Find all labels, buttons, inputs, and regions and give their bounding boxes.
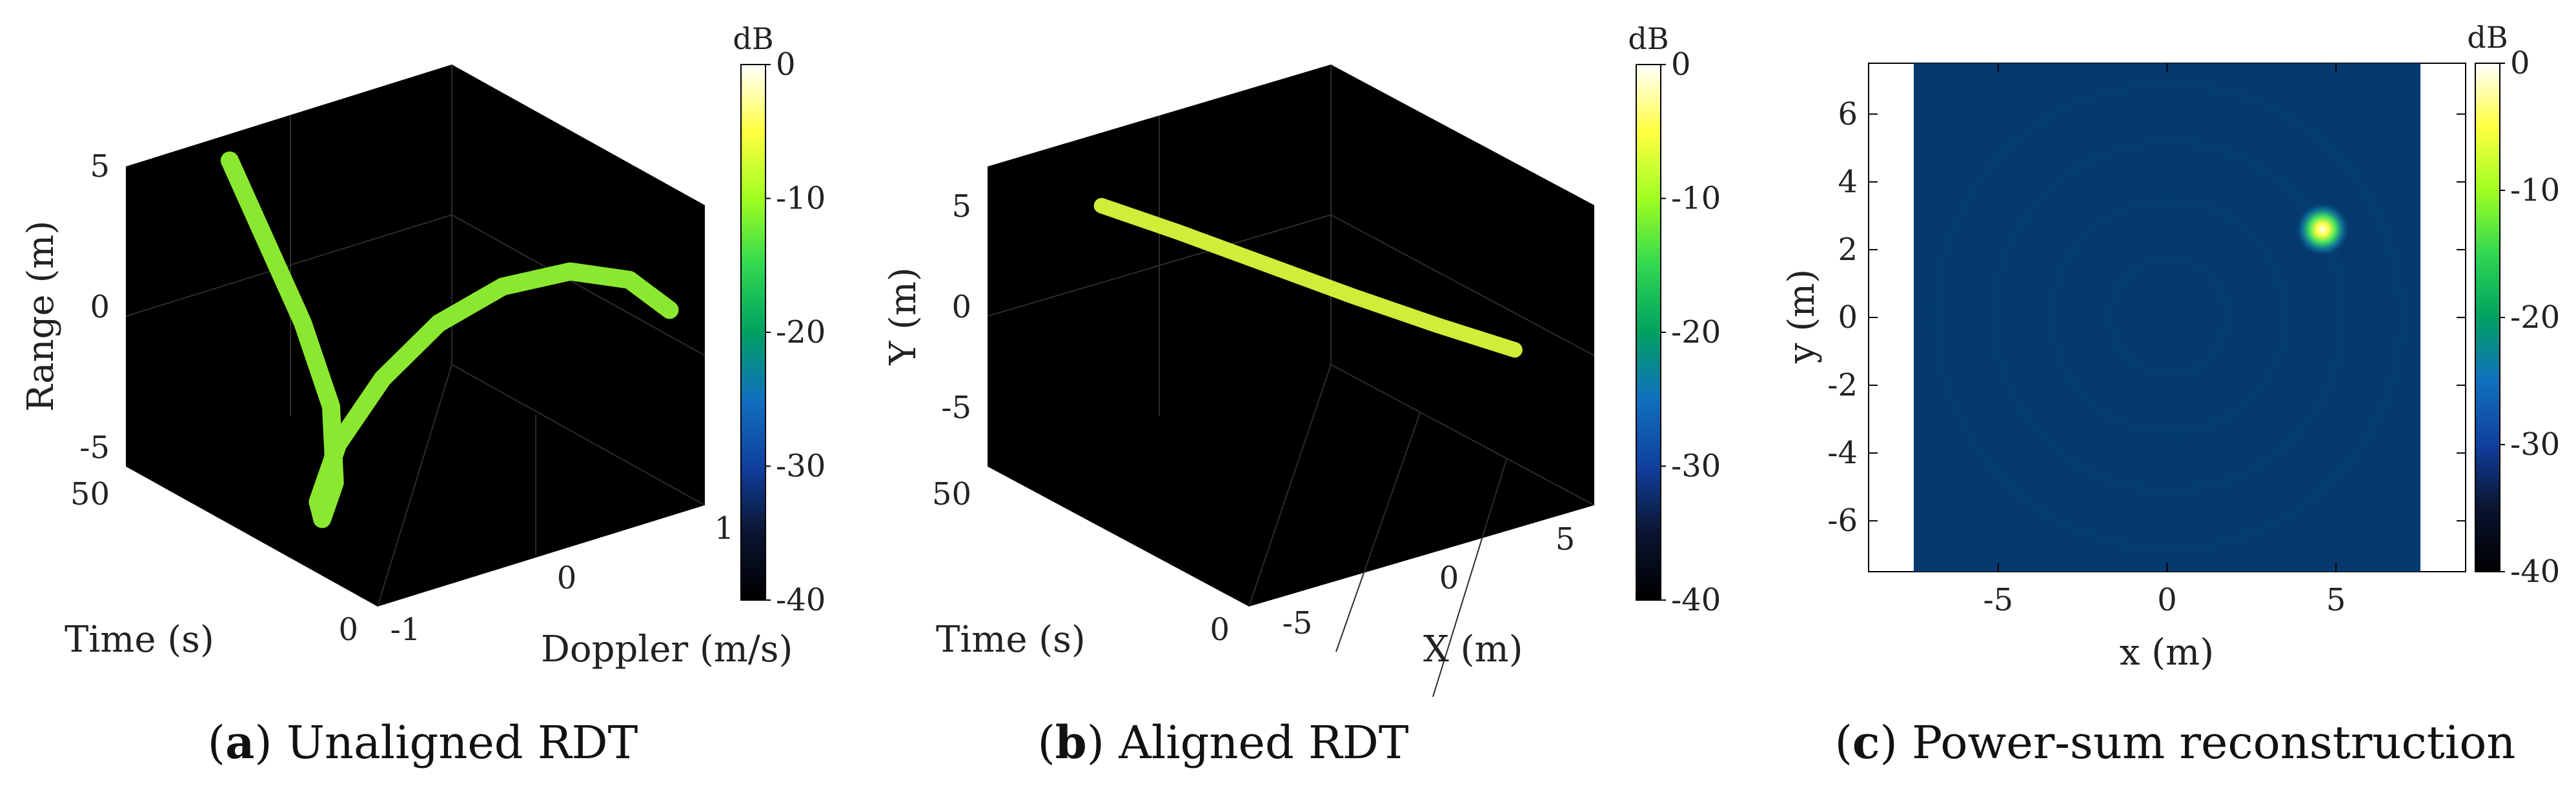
panel-b-ticks: 5 0 -5 50 0 -5 0 5 — [932, 188, 1575, 648]
panel-a-colorbar: dB 0 -10 -20 -30 -40 — [733, 21, 826, 618]
panel-c-y-tick: -2 — [1827, 367, 1858, 403]
panel-b-z-axis-label: Time (s) — [936, 619, 1086, 661]
panel-b-colorbar-unit: dB — [1628, 21, 1668, 56]
panel-b-x-tick: 5 — [1556, 521, 1576, 557]
panel-c-colorbar: dB 0 -10 -20 -30 -40 — [2467, 20, 2560, 590]
panel-b-caption-letter: b — [1055, 716, 1087, 769]
panel-c-ripples — [1935, 83, 2402, 550]
panel-c-x-tick: 5 — [2326, 582, 2346, 618]
panel-c-x-ticks: -5 0 5 — [1983, 63, 2346, 618]
panel-b-y-tick: -5 — [941, 390, 971, 426]
panel-b-x-tick: 0 — [1439, 560, 1459, 596]
panel-c: -5 0 5 6 4 2 0 -2 -4 -6 x (m) y (m) dB 0 -10 -20 -3… — [1781, 20, 2560, 769]
panel-c-peak — [2295, 202, 2350, 257]
panel-a-caption: (a) Unaligned RDT — [208, 716, 638, 769]
panel-b-colorbar: dB 0 -10 -20 -30 -40 — [1628, 21, 1721, 618]
panel-a-caption-text: Unaligned RDT — [272, 716, 638, 769]
panel-a-y-tick: -5 — [79, 430, 110, 466]
panel-a-colorbar-bar — [740, 64, 766, 601]
panel-a-ticks: 5 0 -5 50 0 -1 0 1 — [70, 148, 734, 648]
panel-a-z-axis-label: Time (s) — [65, 619, 214, 661]
panel-b-z-tick: 50 — [932, 476, 971, 512]
panel-b-caption-text: Aligned RDT — [1104, 716, 1408, 769]
panel-c-y-tick: 4 — [1838, 164, 1858, 200]
panel-c-caption-letter: c — [1852, 716, 1880, 769]
panel-a-y-axis-label: Range (m) — [20, 221, 62, 412]
panel-b-colorbar-tick: -40 — [1671, 582, 1721, 618]
panel-a-x-tick: 1 — [715, 510, 735, 547]
panel-b-series-line — [1093, 197, 1523, 358]
panel-a-series-line — [220, 151, 679, 528]
panel-a-colorbar-tick: -40 — [776, 582, 826, 618]
panel-c-y-tick: 2 — [1838, 232, 1858, 268]
panel-c-colorbar-tick: -10 — [2510, 172, 2560, 208]
panel-c-x-tick: 0 — [2157, 582, 2177, 618]
panel-c-x-tick: -5 — [1983, 582, 2013, 618]
panel-a-colorbar-tick: -30 — [776, 448, 826, 485]
panel-b-colorbar-tick: -20 — [1671, 314, 1721, 350]
panel-b-colorbar-tick: 0 — [1671, 46, 1691, 83]
panel-a-caption-letter: a — [225, 716, 254, 769]
panel-c-y-tick: 6 — [1838, 96, 1858, 132]
panel-c-y-tick: 0 — [1838, 299, 1858, 336]
panel-a-cube-grid — [125, 65, 705, 607]
panel-a-colorbar-tick: 0 — [776, 46, 796, 83]
panel-b-z-tick: 0 — [1210, 612, 1230, 648]
panel-b-colorbar-tick: -30 — [1671, 448, 1721, 485]
panel-a-z-tick: 50 — [70, 476, 110, 512]
panel-c-colorbar-tick: -30 — [2510, 427, 2560, 463]
panel-b-y-axis-label: Y (m) — [882, 267, 924, 366]
panel-b: 5 0 -5 50 0 -5 0 5 Y (m) Time (s) X (m) … — [882, 21, 1721, 769]
panel-a-colorbar-tick: -20 — [776, 314, 826, 350]
panel-a-colorbar-tick: -10 — [776, 181, 826, 217]
panel-a-x-tick: -1 — [390, 612, 421, 648]
panel-a-y-tick: 0 — [90, 289, 110, 325]
panel-b-x-axis-label: X (m) — [1423, 628, 1523, 670]
panel-a-z-tick: 0 — [338, 612, 358, 648]
panel-a-y-tick: 5 — [90, 148, 110, 185]
panel-c-y-tick: -4 — [1827, 435, 1858, 471]
panel-a-colorbar-unit: dB — [733, 21, 773, 56]
panel-b-caption: (b) Aligned RDT — [1037, 716, 1408, 769]
panel-c-caption: (c) Power-sum reconstruction — [1835, 716, 2516, 769]
panel-c-y-axis-label: y (m) — [1781, 269, 1823, 364]
panel-b-x-tick: -5 — [1283, 605, 1313, 641]
panel-c-colorbar-unit: dB — [2467, 20, 2508, 55]
panel-a-x-tick: 0 — [557, 560, 577, 596]
panel-c-colorbar-bar — [2475, 63, 2500, 572]
panel-b-cube-grid — [987, 65, 1595, 698]
panel-c-y-tick: -6 — [1827, 503, 1858, 539]
panel-a-x-axis-label: Doppler (m/s) — [541, 628, 793, 670]
panel-b-colorbar-bar — [1636, 64, 1661, 601]
panel-c-colorbar-tick: -40 — [2510, 554, 2560, 590]
panel-b-cube — [987, 65, 1595, 698]
panel-c-x-axis-label: x (m) — [2120, 632, 2214, 674]
panel-b-y-tick: 0 — [951, 289, 971, 325]
panel-c-colorbar-tick: -20 — [2510, 299, 2560, 336]
panel-c-y-ticks: 6 4 2 0 -2 -4 -6 — [1827, 96, 2466, 539]
panel-c-caption-text: Power-sum reconstruction — [1898, 716, 2516, 769]
panel-c-colorbar-tick: 0 — [2510, 45, 2530, 81]
panel-b-cube-face-back — [988, 65, 1594, 607]
panel-c-heatmap — [1914, 63, 2420, 572]
panel-b-y-tick: 5 — [951, 188, 971, 225]
panel-a: 5 0 -5 50 0 -1 0 1 Range (m) Time (s) Do… — [20, 21, 826, 769]
panel-b-colorbar-tick: -10 — [1671, 181, 1721, 217]
